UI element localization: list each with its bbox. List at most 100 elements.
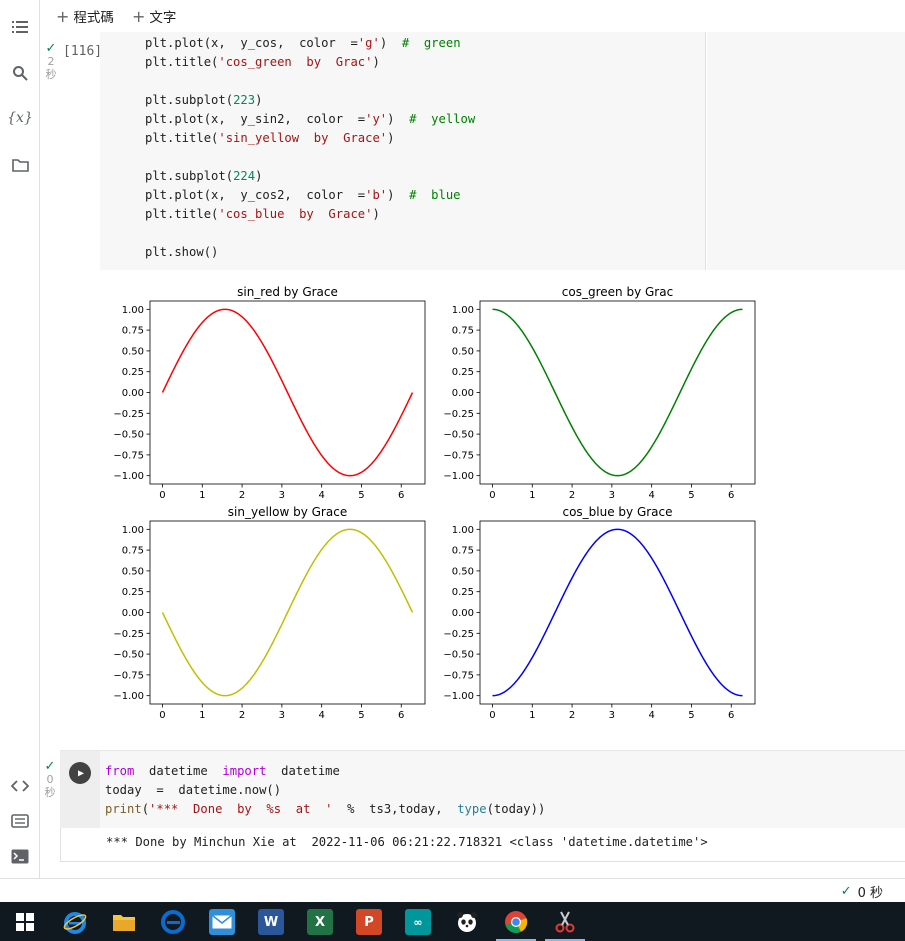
windows-start-icon[interactable] [12, 909, 38, 935]
code-line: today = datetime.now() [105, 783, 282, 797]
y-tick-label: 0.00 [122, 608, 144, 619]
x-tick-label: 6 [398, 710, 404, 720]
y-tick-label: −0.75 [113, 670, 144, 681]
code-snippets-icon[interactable] [10, 776, 30, 796]
y-tick-label: 0.25 [452, 587, 474, 598]
x-tick-label: 3 [609, 710, 615, 720]
file-explorer-icon[interactable] [111, 909, 137, 935]
search-icon[interactable] [10, 63, 30, 83]
x-tick-label: 0 [489, 490, 495, 501]
code-line: plt.show() [145, 245, 219, 259]
subplot-title: sin_red by Grace [237, 285, 338, 299]
y-tick-label: 0.00 [452, 608, 474, 619]
check-icon: ✓ [840, 884, 852, 899]
code-line: plt.plot(x, y_cos2, color ='b') # blue [145, 188, 461, 202]
figure-canvas: sin_red by Grace 1.00 0.75 0.50 0.25 0.00 −0.2… [113, 285, 756, 721]
left-rail: {x} [0, 0, 40, 878]
variables-icon[interactable]: {x} [7, 110, 33, 126]
word-icon[interactable]: W [258, 909, 284, 935]
y-tick-label: −0.50 [113, 650, 144, 661]
add-code-label: 程式碼 [73, 10, 114, 26]
exec-status: ✓ 2 秒 [44, 42, 58, 81]
x-tick-label: 2 [239, 710, 245, 720]
series-line [161, 308, 414, 477]
y-tick-label: 0.00 [122, 388, 144, 399]
code-line: plt.title('cos_green by Grac') [145, 55, 380, 69]
matplotlib-figure: sin_red by Grace 1.00 0.75 0.50 0.25 0.00 −0.2… [100, 280, 780, 721]
chrome-icon[interactable] [503, 909, 529, 935]
arduino-icon[interactable]: ∞ [405, 909, 431, 935]
add-text-label: 文字 [149, 10, 177, 26]
check-icon: ✓ [45, 41, 57, 56]
y-tick-label: 1.00 [452, 525, 474, 536]
code-line: plt.subplot(224) [145, 169, 263, 183]
add-text-button[interactable]: + 文字 [132, 6, 177, 27]
plus-icon: + [56, 6, 70, 26]
code-line: plt.title('cos_blue by Grace') [145, 207, 380, 221]
execution-status[interactable]: ✓ 0 秒 [841, 882, 883, 901]
exec-duration-count: 0 [46, 773, 54, 786]
axes-frame [479, 520, 756, 705]
internet-explorer-icon[interactable] [62, 909, 88, 935]
y-tick-label: −1.00 [113, 691, 144, 702]
y-tick-label: 1.00 [122, 305, 144, 316]
x-tick-label: 5 [688, 710, 694, 720]
folder-icon[interactable] [10, 155, 30, 175]
powerpoint-icon[interactable]: P [356, 909, 382, 935]
y-tick-label: 0.50 [452, 566, 474, 577]
y-tick-label: −0.25 [443, 409, 474, 420]
x-tick-label: 4 [648, 710, 654, 720]
panda-app-icon[interactable] [454, 909, 480, 935]
code-cell[interactable]: ✓ 2 秒 [116] plt.plot(x, y_cos, color ='g… [40, 32, 905, 270]
x-tick-label: 3 [279, 490, 285, 501]
subplot-title: cos_blue by Grace [562, 505, 672, 519]
y-tick-label: −0.75 [443, 450, 474, 461]
x-tick-label: 4 [648, 490, 654, 501]
y-tick-label: −0.25 [443, 629, 474, 640]
x-tick-label: 6 [398, 490, 404, 501]
output-text: *** Done by Minchun Xie at 2022-11-06 06… [106, 835, 708, 849]
play-icon: ▶ [77, 767, 85, 779]
x-tick-label: 4 [318, 490, 324, 501]
x-tick-label: 0 [489, 710, 495, 720]
code-cell[interactable]: ✓ 0 秒 ▶ from datetime import datetime to… [40, 748, 905, 863]
toc-icon[interactable] [10, 17, 30, 37]
snipping-tool-icon[interactable] [552, 909, 578, 935]
y-tick-label: 0.75 [452, 546, 474, 557]
x-tick-label: 3 [609, 490, 615, 501]
code-line: print('*** Done by %s at ' % ts3,today, … [105, 802, 546, 816]
y-tick-label: 0.50 [452, 346, 474, 357]
terminal-icon[interactable] [10, 846, 30, 866]
code-editor-gutter [707, 32, 905, 270]
x-tick-label: 1 [199, 490, 205, 501]
run-cell-button[interactable]: ▶ [69, 762, 91, 784]
mail-icon[interactable] [209, 909, 235, 935]
code-line: from datetime import datetime [105, 764, 340, 778]
y-tick-label: −0.50 [443, 430, 474, 441]
code-line: plt.subplot(223) [145, 93, 263, 107]
y-tick-label: 0.75 [122, 546, 144, 557]
y-tick-label: 1.00 [452, 305, 474, 316]
edge-icon[interactable] [160, 909, 186, 935]
y-tick-label: −1.00 [113, 471, 144, 482]
check-icon: ✓ [44, 759, 56, 774]
x-tick-label: 4 [318, 710, 324, 720]
exec-duration-unit: 秒 [44, 786, 56, 799]
code-editor[interactable]: plt.plot(x, y_cos, color ='g') # green p… [100, 32, 706, 270]
y-tick-label: −0.50 [443, 650, 474, 661]
plus-icon: + [132, 6, 146, 26]
y-tick-label: −0.75 [113, 450, 144, 461]
y-tick-label: 0.25 [122, 587, 144, 598]
code-editor[interactable]: ▶ from datetime import datetime today = … [60, 750, 905, 829]
active-app-indicator [545, 939, 585, 941]
y-tick-label: 0.75 [122, 326, 144, 337]
y-tick-label: −0.75 [443, 670, 474, 681]
add-code-button[interactable]: + 程式碼 [56, 6, 114, 27]
exec-duration-unit: 秒 [45, 68, 57, 81]
excel-icon[interactable]: X [307, 909, 333, 935]
x-tick-label: 1 [199, 710, 205, 720]
code-line: plt.plot(x, y_cos, color ='g') # green [145, 36, 461, 50]
x-tick-label: 0 [159, 490, 165, 501]
command-palette-icon[interactable] [10, 811, 30, 831]
x-tick-label: 0 [159, 710, 165, 720]
